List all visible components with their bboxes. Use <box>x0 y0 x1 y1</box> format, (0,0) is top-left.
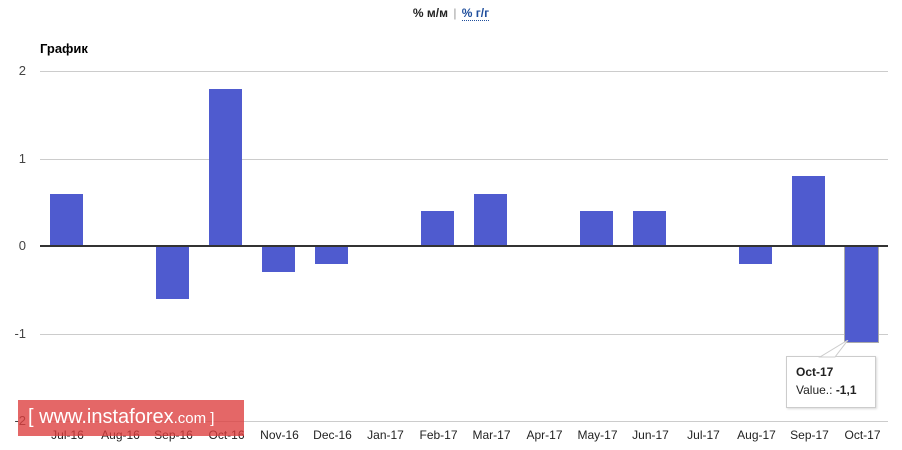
y-tick-label: 2 <box>18 63 26 78</box>
tooltip-value: -1,1 <box>835 383 857 397</box>
y-tick-label: 1 <box>18 151 26 166</box>
gridline <box>40 71 888 72</box>
x-tick-label: May-17 <box>577 428 618 442</box>
tooltip-pointer <box>818 340 849 358</box>
x-tick-label: Mar-17 <box>472 428 511 442</box>
gridline <box>40 334 888 335</box>
watermark-bracket-open: [ <box>28 406 34 428</box>
bar[interactable] <box>315 246 348 264</box>
bar[interactable] <box>421 211 454 246</box>
watermark-text: www.instaforex <box>33 406 174 428</box>
period-toggle: % м/м | % г/г <box>0 6 902 21</box>
gridline <box>40 421 888 422</box>
chart-title: График <box>40 41 88 56</box>
x-tick-label: Jan-17 <box>367 428 404 442</box>
tooltip-label: Value.: <box>796 383 833 397</box>
tooltip-category: Oct-17 <box>796 365 834 379</box>
bar[interactable] <box>262 246 295 272</box>
y-tick-label: 0 <box>18 238 26 253</box>
toggle-mom[interactable]: % м/м <box>412 6 448 20</box>
x-tick-label: Apr-17 <box>526 428 563 442</box>
bar[interactable] <box>156 246 189 299</box>
bar[interactable] <box>474 194 507 247</box>
bar[interactable] <box>50 194 83 247</box>
bar[interactable] <box>209 89 242 247</box>
x-tick-label: Jul-17 <box>687 428 720 442</box>
x-tick-label: Feb-17 <box>419 428 458 442</box>
x-tick-label: Nov-16 <box>260 428 299 442</box>
gridline <box>40 159 888 160</box>
x-tick-label: Jun-17 <box>632 428 669 442</box>
toggle-separator: | <box>453 6 457 20</box>
y-tick-label: -1 <box>14 326 26 341</box>
bar[interactable] <box>633 211 666 246</box>
x-tick-label: Dec-16 <box>313 428 352 442</box>
bar[interactable] <box>844 245 879 343</box>
x-tick-label: Oct-17 <box>844 428 881 442</box>
bar[interactable] <box>580 211 613 246</box>
tooltip: Oct-17 Value.: -1,1 <box>786 356 876 408</box>
x-tick-label: Aug-17 <box>737 428 776 442</box>
watermark-bracket-close: ] <box>206 410 215 427</box>
watermark-tld: .com <box>173 410 207 427</box>
watermark-logo: [ www.instaforex.com ] <box>18 400 244 436</box>
tooltip-value-line: Value.: -1,1 <box>796 383 857 397</box>
x-tick-label: Sep-17 <box>790 428 829 442</box>
zero-axis <box>40 245 888 247</box>
toggle-yoy[interactable]: % г/г <box>461 6 490 21</box>
bar[interactable] <box>792 176 825 246</box>
bar[interactable] <box>739 246 772 264</box>
